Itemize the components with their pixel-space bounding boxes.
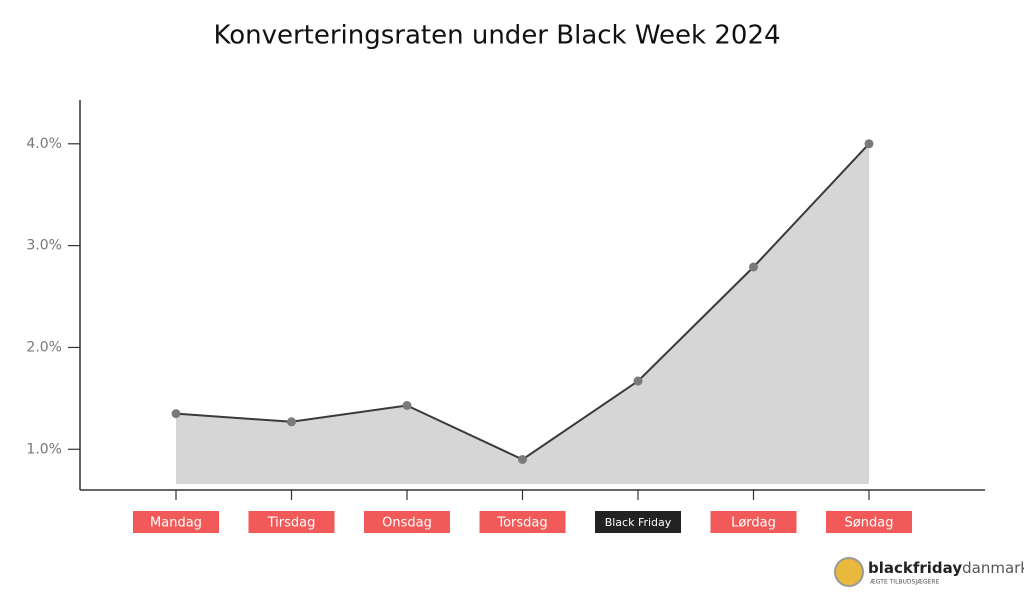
logo-icon <box>834 557 864 587</box>
y-tick-label: 3.0% <box>26 238 62 254</box>
point <box>864 139 874 149</box>
x-tick-label: Tirsdag <box>267 516 316 531</box>
category-box <box>364 511 450 533</box>
category-box <box>595 511 681 533</box>
logo-tagline: ÆGTE TILBUDSJÆGERE <box>870 579 940 586</box>
x-tick-label: Søndag <box>845 516 894 531</box>
y-tick-label: 2.0% <box>26 339 62 355</box>
logo-brand: blackfridaydanmark <box>868 559 1024 577</box>
point <box>171 409 181 419</box>
area <box>176 143 869 485</box>
logo: blackfridaydanmark ÆGTE TILBUDSJÆGERE <box>834 557 1024 587</box>
x-tick-label: Onsdag <box>382 516 432 531</box>
category-box <box>133 511 219 533</box>
category-box <box>710 511 797 533</box>
y-tick-label: 4.0% <box>26 136 62 152</box>
x-tick-label: Black Friday <box>605 516 672 529</box>
category-box <box>479 511 566 533</box>
point <box>518 454 527 464</box>
x-tick-label: Mandag <box>150 516 202 531</box>
point <box>402 400 412 410</box>
logo-brand-main: blackfriday <box>868 559 962 577</box>
point <box>633 376 643 386</box>
x-tick-label: Lørdag <box>731 516 776 531</box>
point <box>749 262 758 272</box>
y-tick-label: 1.0% <box>26 441 62 457</box>
point <box>287 417 296 427</box>
logo-brand-suffix: danmark <box>962 559 1024 577</box>
category-box <box>826 511 912 533</box>
x-tick-label: Torsdag <box>496 516 547 531</box>
chart-title: Konverteringsraten under Black Week 2024 <box>213 21 780 51</box>
category-box <box>248 511 335 533</box>
